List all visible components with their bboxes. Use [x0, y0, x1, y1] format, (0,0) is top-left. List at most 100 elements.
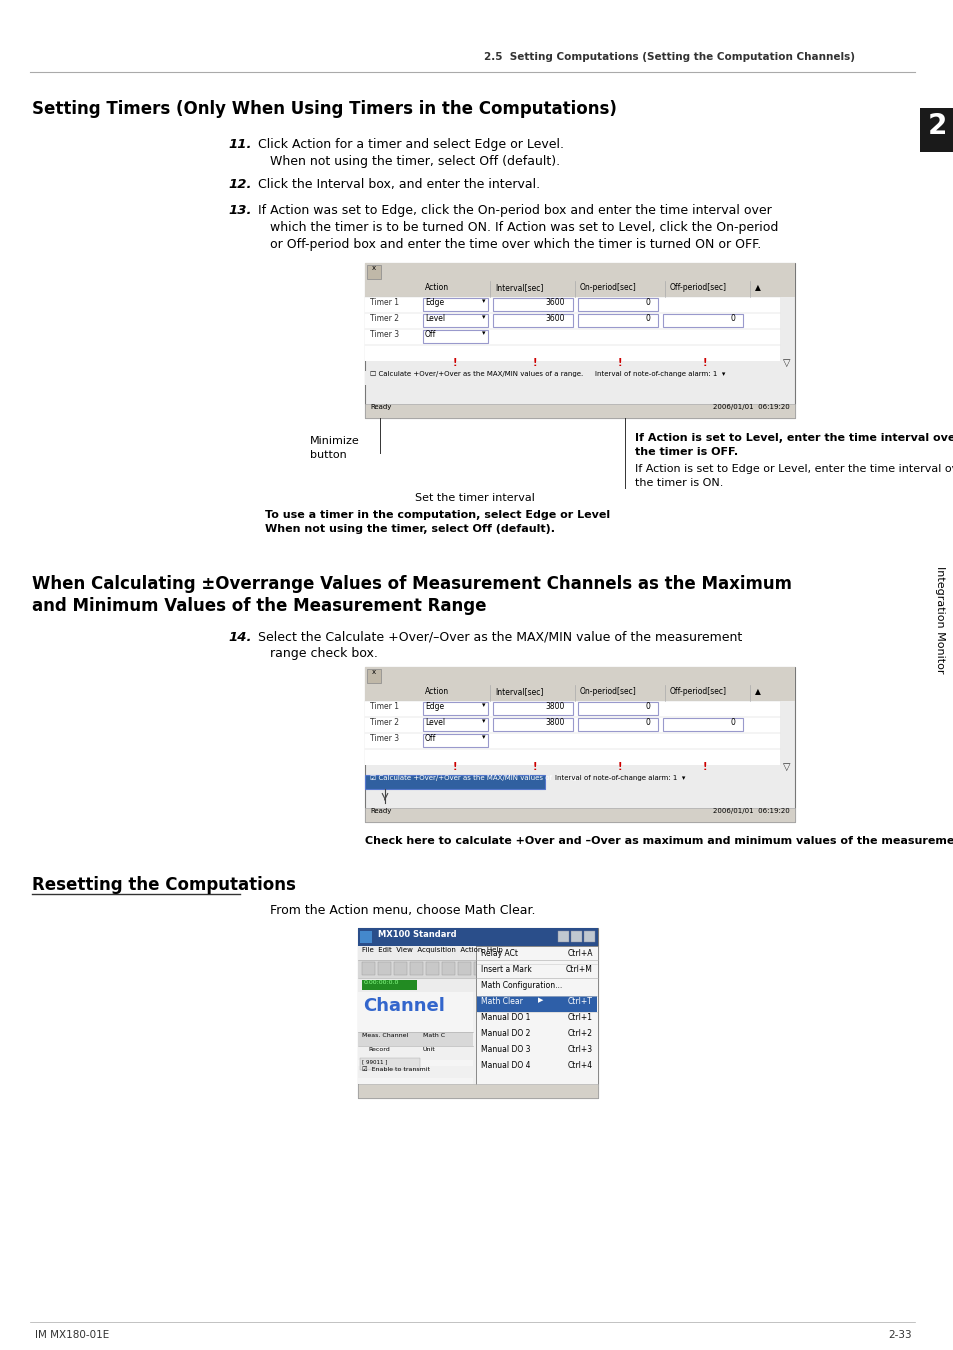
Text: which the timer is to be turned ON. If Action was set to Level, click the On-per: which the timer is to be turned ON. If A…: [270, 221, 778, 234]
Bar: [578, 315, 658, 327]
Bar: [357, 946, 598, 960]
Text: 0: 0: [644, 718, 649, 728]
Bar: [457, 963, 471, 975]
Text: 3600: 3600: [545, 315, 564, 323]
Text: 0.00:00:0.0: 0.00:00:0.0: [364, 980, 399, 986]
Text: Channel: Channel: [363, 998, 444, 1015]
Text: Ready: Ready: [370, 404, 391, 410]
Bar: [361, 963, 375, 975]
Text: [ 99011 ]: [ 99011 ]: [361, 1058, 387, 1064]
Text: Click Action for a timer and select Edge or Level.: Click Action for a timer and select Edge…: [250, 138, 563, 151]
Bar: [357, 1084, 598, 1098]
Text: 0: 0: [644, 298, 649, 306]
Bar: [441, 963, 455, 975]
Text: Timer 3: Timer 3: [370, 734, 398, 743]
Bar: [361, 980, 416, 990]
Bar: [365, 775, 544, 788]
Text: If Action is set to Edge or Level, enter the time interval over which: If Action is set to Edge or Level, enter…: [635, 464, 953, 474]
Bar: [583, 931, 595, 942]
Text: 14.: 14.: [228, 630, 252, 644]
Text: Click the Interval box, and enter the interval.: Click the Interval box, and enter the in…: [250, 178, 539, 190]
Bar: [426, 963, 438, 975]
Bar: [662, 315, 742, 327]
Bar: [357, 977, 598, 992]
Text: Edge: Edge: [424, 702, 444, 711]
Bar: [365, 701, 780, 717]
Bar: [558, 931, 568, 942]
Bar: [365, 749, 780, 765]
Text: Off-period[sec]: Off-period[sec]: [669, 687, 726, 697]
Text: !: !: [532, 358, 537, 369]
Bar: [476, 946, 598, 1085]
Text: 0: 0: [729, 718, 734, 728]
Text: Ctrl+1: Ctrl+1: [567, 1012, 593, 1022]
Bar: [493, 315, 573, 327]
Bar: [571, 931, 581, 942]
Text: !: !: [618, 761, 621, 772]
Text: 2-33: 2-33: [887, 1330, 911, 1341]
Text: 2006/01/01  06:19:20: 2006/01/01 06:19:20: [713, 404, 789, 410]
Bar: [365, 263, 794, 281]
Bar: [578, 718, 658, 730]
Bar: [357, 1066, 473, 1079]
Text: Edge: Edge: [424, 298, 444, 306]
Text: Unit: Unit: [422, 1048, 436, 1052]
Text: Off: Off: [424, 734, 436, 743]
Text: Record: Record: [368, 1048, 390, 1052]
Bar: [474, 963, 486, 975]
Text: ▲: ▲: [754, 284, 760, 292]
Text: 2.5  Setting Computations (Setting the Computation Channels): 2.5 Setting Computations (Setting the Co…: [484, 53, 855, 62]
Text: !: !: [453, 761, 456, 772]
Text: Action: Action: [424, 687, 449, 697]
Text: From the Action menu, choose Math Clear.: From the Action menu, choose Math Clear.: [270, 904, 535, 917]
Text: Set the timer interval: Set the timer interval: [415, 493, 535, 504]
Bar: [365, 346, 780, 360]
Text: Math Clear: Math Clear: [480, 998, 522, 1006]
Text: Check here to calculate +Over and –Over as maximum and minimum values of the mea: Check here to calculate +Over and –Over …: [365, 836, 953, 846]
Text: Math Configuration...: Math Configuration...: [480, 981, 561, 990]
Text: Timer 2: Timer 2: [370, 718, 398, 728]
Text: x: x: [372, 265, 375, 271]
Text: range check box.: range check box.: [270, 647, 377, 660]
Text: x: x: [372, 670, 375, 675]
Text: MX100 Standard: MX100 Standard: [377, 930, 456, 940]
Bar: [357, 927, 598, 1098]
Text: Timer 1: Timer 1: [370, 298, 398, 306]
Text: If Action was set to Edge, click the On-period box and enter the time interval o: If Action was set to Edge, click the On-…: [250, 204, 771, 217]
Bar: [550, 775, 780, 788]
Bar: [422, 315, 488, 327]
Text: Ready: Ready: [370, 809, 391, 814]
Text: Minimize: Minimize: [310, 436, 359, 446]
Text: Manual DO 2: Manual DO 2: [480, 1029, 530, 1038]
Bar: [578, 298, 658, 311]
Bar: [493, 298, 573, 311]
Bar: [365, 263, 794, 418]
Text: File  Edit  View  Acquisition  Action  Help: File Edit View Acquisition Action Help: [361, 946, 502, 953]
Text: Interval[sec]: Interval[sec]: [495, 687, 543, 697]
Text: ▶: ▶: [537, 998, 543, 1003]
Bar: [422, 329, 488, 343]
Bar: [365, 371, 780, 385]
Text: When not using the timer, select Off (default).: When not using the timer, select Off (de…: [265, 524, 555, 535]
Bar: [493, 702, 573, 716]
Text: 3800: 3800: [545, 702, 564, 711]
Text: Ctrl+4: Ctrl+4: [567, 1061, 593, 1071]
Text: Select the Calculate +Over/–Over as the MAX/MIN value of the measurement: Select the Calculate +Over/–Over as the …: [250, 630, 741, 644]
Bar: [367, 265, 380, 279]
Bar: [357, 1031, 473, 1046]
Text: 2006/01/01  06:19:20: 2006/01/01 06:19:20: [713, 809, 789, 814]
Text: ▾: ▾: [481, 734, 484, 740]
Text: ☑  Enable to transmit: ☑ Enable to transmit: [361, 1066, 430, 1072]
Bar: [394, 963, 407, 975]
Text: Math C: Math C: [422, 1033, 445, 1038]
Text: Level: Level: [424, 315, 445, 323]
Bar: [365, 667, 794, 822]
Bar: [365, 667, 794, 684]
Text: ▾: ▾: [481, 315, 484, 320]
Bar: [359, 1058, 419, 1071]
Bar: [365, 684, 794, 701]
Text: 11.: 11.: [228, 138, 252, 151]
Bar: [377, 963, 391, 975]
Text: ▽: ▽: [782, 358, 790, 369]
Text: the timer is ON.: the timer is ON.: [635, 478, 722, 487]
